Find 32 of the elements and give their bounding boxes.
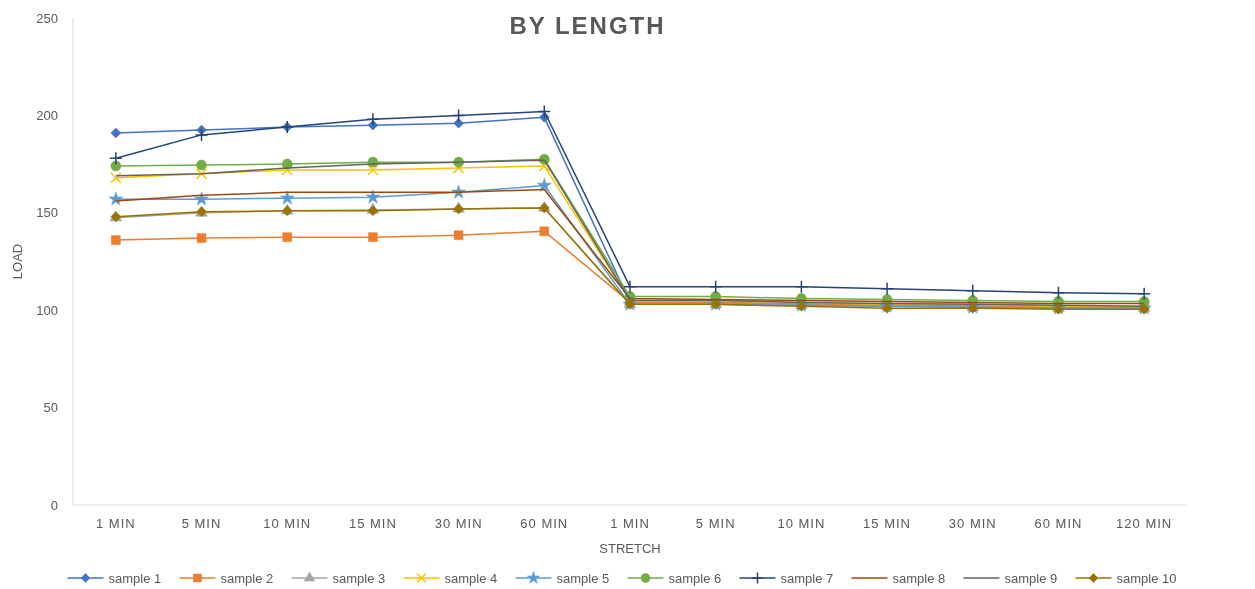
x-tick-label: 120 MIN <box>1116 516 1173 531</box>
x-tick-label: 60 MIN <box>520 516 569 531</box>
x-tick-label: 15 MIN <box>348 516 397 531</box>
x-tick-label: 5 MIN <box>181 516 222 531</box>
chart-title: BY LENGTH <box>509 12 666 39</box>
legend-label: sample 1 <box>108 570 162 586</box>
legend-label: sample 3 <box>332 570 386 586</box>
x-tick-label: 60 MIN <box>1034 516 1083 531</box>
x-tick-label: 15 MIN <box>863 516 912 531</box>
legend-label: sample 4 <box>444 570 498 586</box>
legend-label: sample 10 <box>1116 570 1177 586</box>
y-tick-label: 0 <box>50 497 58 513</box>
y-tick-label: 250 <box>36 10 58 26</box>
x-tick-label: 30 MIN <box>434 516 483 531</box>
legend-label: sample 2 <box>220 570 274 586</box>
legend-label: sample 9 <box>1004 570 1058 586</box>
y-tick-label: 100 <box>36 302 58 318</box>
x-tick-label: 1 MIN <box>610 516 650 531</box>
x-tick-label: 10 MIN <box>263 516 312 531</box>
y-tick-label: 200 <box>36 107 58 123</box>
x-axis-title: STRETCH <box>599 541 661 556</box>
y-tick-label: 50 <box>43 400 58 416</box>
x-tick-label: 30 MIN <box>948 516 997 531</box>
x-tick-label: 5 MIN <box>695 516 736 531</box>
x-tick-label: 10 MIN <box>777 516 826 531</box>
legend-label: sample 6 <box>668 570 722 586</box>
legend-label: sample 7 <box>780 570 834 586</box>
legend-label: sample 5 <box>556 570 610 586</box>
y-axis-title: LOAD <box>10 243 25 280</box>
y-tick-label: 150 <box>36 205 58 221</box>
legend-label: sample 8 <box>892 570 946 586</box>
x-tick-label: 1 MIN <box>96 516 136 531</box>
